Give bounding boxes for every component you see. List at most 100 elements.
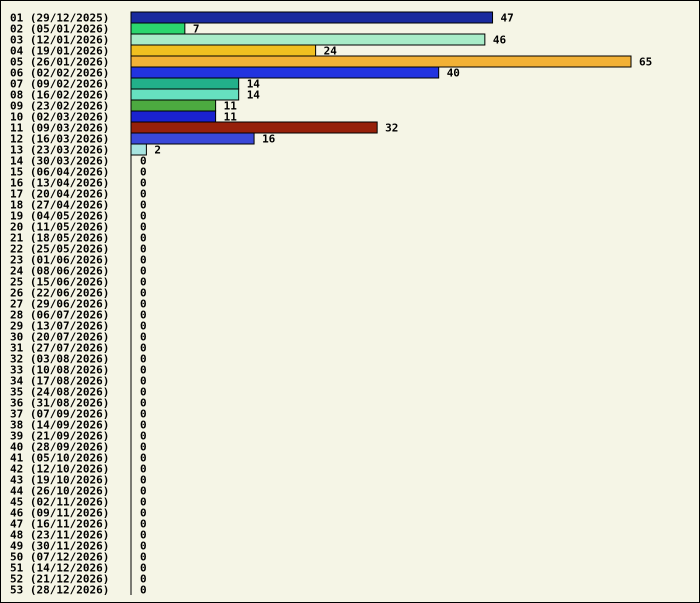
bar [130,77,240,90]
category-label: 32 (03/08/2026) [10,353,109,366]
value-label: 11 [224,111,238,124]
category-label: 01 (29/12/2025) [10,12,109,25]
category-label: 26 (22/06/2026) [10,287,109,300]
category-label: 39 (21/09/2026) [10,430,109,443]
category-label: 27 (29/06/2026) [10,298,109,311]
category-label: 38 (14/09/2026) [10,419,109,432]
bar [130,132,255,145]
category-label: 40 (28/09/2026) [10,441,109,454]
value-label: 0 [140,375,147,388]
value-label: 0 [140,243,147,256]
value-label: 0 [140,320,147,333]
category-label: 16 (13/04/2026) [10,177,109,190]
value-label: 47 [501,12,514,25]
value-label: 40 [447,67,460,80]
category-label: 47 (16/11/2026) [10,518,109,531]
value-label: 0 [140,232,147,245]
category-label: 48 (23/11/2026) [10,529,109,542]
value-label: 0 [140,265,147,278]
bar [130,44,317,57]
bar [130,55,632,68]
category-label: 50 (07/12/2026) [10,551,109,564]
value-label: 65 [639,56,652,69]
value-label: 0 [140,430,147,443]
value-label: 32 [385,122,398,135]
value-label: 0 [140,331,147,344]
value-label: 0 [140,551,147,564]
bar [130,143,147,156]
category-label: 44 (26/10/2026) [10,485,109,498]
value-label: 0 [140,166,147,179]
value-label: 0 [140,496,147,509]
value-label: 0 [140,254,147,267]
value-label: 0 [140,342,147,355]
category-label: 30 (20/07/2026) [10,331,109,344]
category-label: 22 (25/05/2026) [10,243,109,256]
bar [130,110,217,123]
category-label: 42 (12/10/2026) [10,463,109,476]
value-label: 0 [140,452,147,465]
category-label: 36 (31/08/2026) [10,397,109,410]
value-label: 46 [493,34,507,47]
value-label: 0 [140,474,147,487]
category-label: 05 (26/01/2026) [10,56,109,69]
value-label: 0 [140,584,147,597]
value-label: 24 [324,45,338,58]
category-label: 06 (02/02/2026) [10,67,109,80]
category-label: 23 (01/06/2026) [10,254,109,267]
category-label: 49 (30/11/2026) [10,540,109,553]
category-label: 45 (02/11/2026) [10,496,109,509]
category-label: 46 (09/11/2026) [10,507,109,520]
value-label: 0 [140,221,147,234]
category-label: 24 (08/06/2026) [10,265,109,278]
value-label: 0 [140,364,147,377]
value-label: 16 [262,133,276,146]
bars-group [130,11,632,156]
category-label: 12 (16/03/2026) [10,133,109,146]
category-label: 08 (16/02/2026) [10,89,109,102]
value-label: 0 [140,309,147,322]
value-label: 0 [140,485,147,498]
value-label: 11 [224,100,238,113]
category-label: 20 (11/05/2026) [10,221,109,234]
category-label: 41 (05/10/2026) [10,452,109,465]
category-label: 02 (05/01/2026) [10,23,109,36]
value-label: 0 [140,562,147,575]
category-label: 15 (06/04/2026) [10,166,109,179]
bar [130,121,378,134]
value-label: 0 [140,287,147,300]
value-label: 0 [140,188,147,201]
value-label: 2 [154,144,161,157]
category-label: 37 (07/09/2026) [10,408,109,421]
value-labels-group: 4774624654014141111321620000000000000000… [140,12,652,597]
value-label: 0 [140,210,147,223]
category-label: 07 (09/02/2026) [10,78,109,91]
category-label: 09 (23/02/2026) [10,100,109,113]
value-label: 0 [140,518,147,531]
category-label: 51 (14/12/2026) [10,562,109,575]
bar [130,88,240,101]
value-label: 0 [140,177,147,190]
value-label: 0 [140,353,147,366]
value-label: 0 [140,386,147,399]
category-label: 19 (04/05/2026) [10,210,109,223]
bar [130,22,186,35]
category-label: 17 (20/04/2026) [10,188,109,201]
category-label: 25 (15/06/2026) [10,276,109,289]
value-label: 0 [140,298,147,311]
category-label: 34 (17/08/2026) [10,375,109,388]
value-label: 0 [140,276,147,289]
value-label: 0 [140,199,147,212]
value-label: 0 [140,529,147,542]
category-label: 35 (24/08/2026) [10,386,109,399]
value-label: 0 [140,397,147,410]
category-label: 33 (10/08/2026) [10,364,109,377]
category-label: 31 (27/07/2026) [10,342,109,355]
value-label: 0 [140,507,147,520]
bar [130,99,217,112]
category-label: 03 (12/01/2026) [10,34,109,47]
value-label: 0 [140,463,147,476]
category-label: 13 (23/03/2026) [10,144,109,157]
